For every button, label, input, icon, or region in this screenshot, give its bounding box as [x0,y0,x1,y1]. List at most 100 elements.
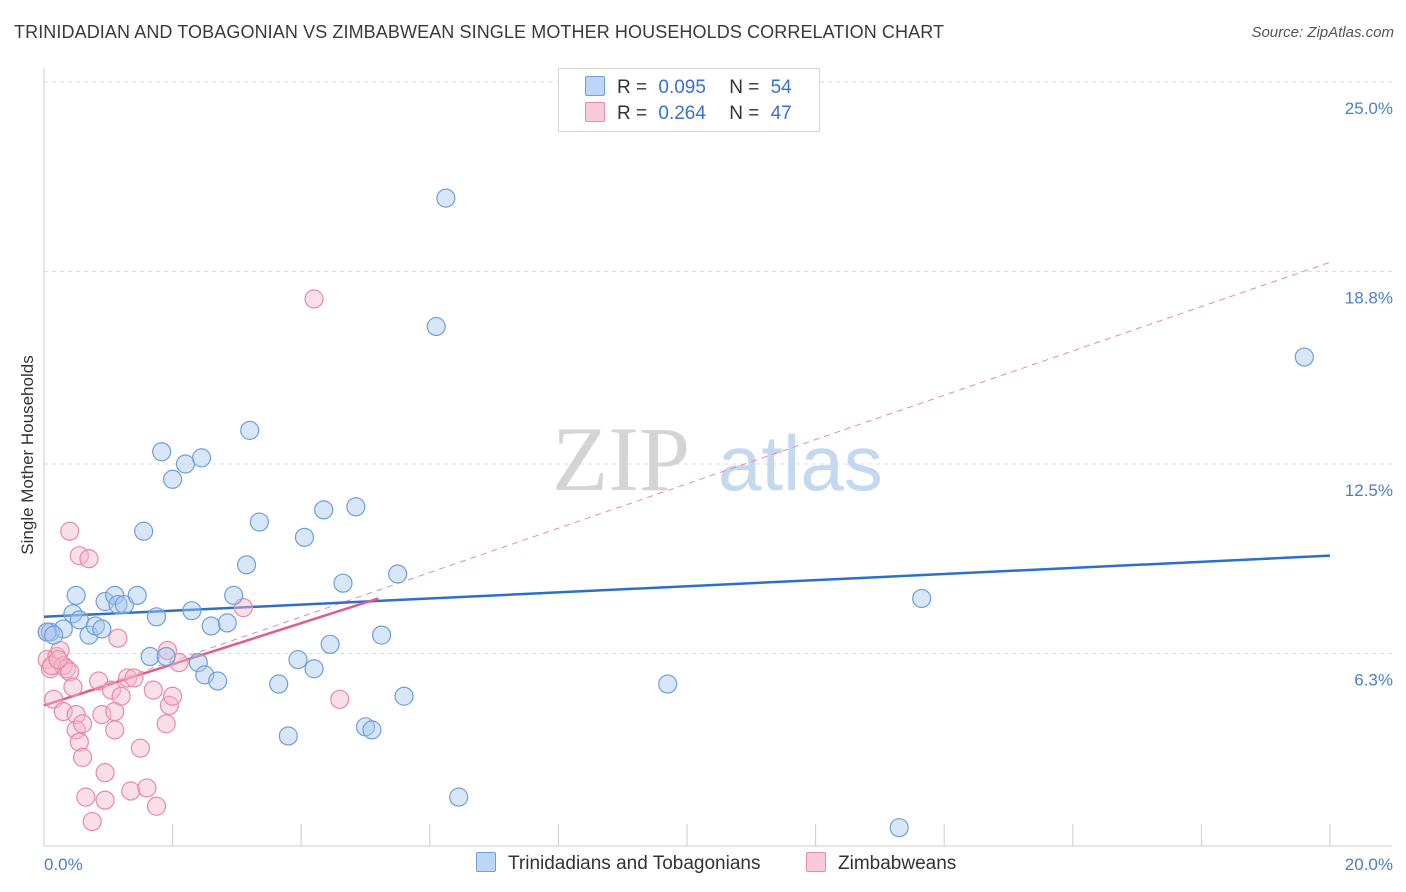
chart-title: TRINIDADIAN AND TOBAGONIAN VS ZIMBABWEAN… [14,22,945,42]
point-zimbabweans [143,680,163,700]
point-trinidadians [108,594,128,615]
legend-r-value-series1: 0.095 [658,77,706,98]
point-trinidadians [146,607,167,627]
point-zimbabweans [330,689,350,709]
point-trinidadians [236,555,257,575]
point-trinidadians [240,420,260,440]
point-zimbabweans [76,787,96,807]
trend-line-trinidadians [43,554,1331,619]
point-zimbabweans [60,521,80,541]
point-zimbabweans [137,778,157,798]
point-zimbabweans [105,720,125,740]
legend-r-label: R = [617,77,648,98]
point-trinidadians [53,619,73,639]
point-trinidadians [44,625,64,645]
point-zimbabweans [111,686,131,706]
point-zimbabweans [117,668,138,688]
trend-line-zimbabweans-extended [43,261,1331,706]
point-trinidadians [333,573,353,593]
point-zimbabweans [72,714,93,734]
bottom-legend-label-zimbabweans: Zimbabweans [838,853,957,874]
bottom-legend-item-zimbabweans: Zimbabweans [806,852,956,875]
y-tick-label: 25.0% [1345,99,1393,118]
legend-n-value-series1: 54 [770,77,792,98]
point-trinidadians [362,720,382,740]
watermark: ZIP atlas [552,408,883,510]
point-trinidadians [294,527,315,547]
point-zimbabweans [95,763,115,783]
point-trinidadians [249,512,270,532]
point-trinidadians [449,787,469,807]
point-trinidadians [658,674,678,694]
point-trinidadians [127,585,147,606]
legend-n-value-series2: 47 [770,103,792,124]
point-zimbabweans [130,738,151,758]
legend-row-series1: R = 0.095 N = 54 [585,76,792,100]
point-trinidadians [388,564,408,584]
point-trinidadians [182,601,202,621]
point-zimbabweans [69,732,89,752]
point-trinidadians [394,686,414,706]
bottom-legend-label-trinidadians: Trinidadians and Tobagonians [508,853,761,874]
y-tick-label: 6.3% [1354,670,1393,689]
source-attribution: Source: ZipAtlas.com [1251,24,1394,41]
point-zimbabweans [163,686,183,706]
point-zimbabweans [63,677,83,697]
legend-n-label: N = [729,103,760,124]
watermark-zip: ZIP [552,408,690,510]
legend-swatch-blue [585,76,605,96]
trend-lines [43,261,1331,707]
point-trinidadians [66,585,86,606]
point-zimbabweans [124,668,144,688]
point-trinidadians [191,448,212,468]
point-zimbabweans [72,747,93,767]
point-zimbabweans [48,649,68,670]
point-zimbabweans [101,680,122,700]
point-trinidadians [152,442,172,462]
legend-row-series2: R = 0.264 N = 47 [585,102,792,126]
point-trinidadians [436,188,456,208]
point-trinidadians [163,469,183,489]
point-trinidadians [304,659,324,679]
point-trinidadians [346,497,366,517]
point-zimbabweans [304,289,324,309]
y-tick-label: 12.5% [1345,481,1393,500]
point-trinidadians [269,674,289,694]
point-trinidadians [140,646,160,667]
point-zimbabweans [82,811,102,832]
bottom-legend-swatch-pink [806,852,826,872]
point-trinidadians [320,634,340,654]
point-trinidadians [912,588,932,609]
legend-swatch-pink [585,102,605,122]
point-trinidadians [889,818,909,838]
x-tick-label-min: 0.0% [44,855,83,874]
point-zimbabweans [108,628,128,648]
bottom-legend-swatch-blue [476,852,496,872]
point-zimbabweans [121,781,141,801]
gridlines [44,81,1392,654]
tick-labels: 6.3% 12.5% 18.8% 25.0% 0.0% 20.0% [44,99,1393,874]
point-zimbabweans [79,549,99,569]
point-trinidadians [371,625,392,645]
point-trinidadians [224,585,244,606]
point-trinidadians [278,726,298,746]
point-trinidadians [175,454,196,474]
bottom-legend-item-trinidadians: Trinidadians and Tobagonians [476,852,760,875]
point-trinidadians [426,316,446,337]
legend-r-label: R = [617,103,648,124]
point-zimbabweans [95,790,115,810]
correlation-legend: R = 0.095 N = 54 R = 0.264 N = 47 [558,68,820,132]
point-trinidadians [92,619,112,639]
point-zimbabweans [156,714,176,734]
point-trinidadians [217,613,237,633]
point-trinidadians [314,500,334,520]
axes [43,68,1392,847]
point-trinidadians [156,646,176,667]
y-tick-label: 18.8% [1345,288,1393,307]
point-zimbabweans [60,662,80,682]
legend-r-value-series2: 0.264 [658,103,706,124]
trend-line-zimbabweans [43,597,379,707]
x-tick-label-max: 20.0% [1345,855,1393,874]
point-zimbabweans [157,640,178,661]
